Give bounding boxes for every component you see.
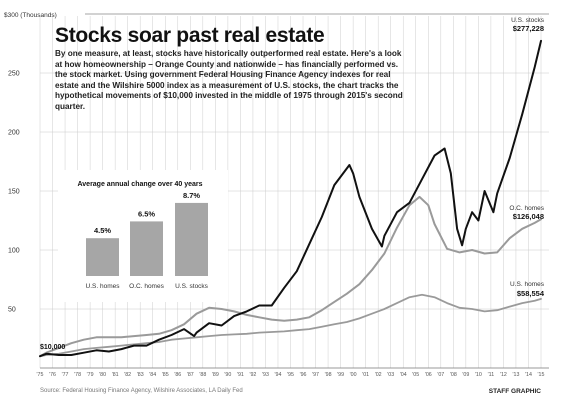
x-tick-label: '01 xyxy=(362,372,369,378)
x-tick-label: '79 xyxy=(87,372,94,378)
x-tick-label: '00 xyxy=(350,372,357,378)
x-tick-label: '96 xyxy=(300,372,307,378)
inset-panel: Average annual change over 40 years 4.5%… xyxy=(58,170,228,302)
inset-bar xyxy=(130,221,163,276)
series-layer xyxy=(39,39,542,358)
series-name-u-s-stocks: U.S. stocks xyxy=(511,17,545,24)
x-tick-label: '84 xyxy=(149,372,156,378)
series-name-u-s-homes: U.S. homes xyxy=(510,281,545,288)
inset-bars: 4.5% U.S. homes 6.5% O.C. homes 8.7% U.S. sto… xyxy=(86,191,209,290)
x-tick-label: '93 xyxy=(262,372,269,378)
x-tick-label: '81 xyxy=(112,372,119,378)
inset-bar-value-label: 4.5% xyxy=(94,226,111,235)
x-tick-label: '87 xyxy=(187,372,194,378)
x-tick-label: '90 xyxy=(224,372,231,378)
y-tick-label: 50 xyxy=(8,307,16,314)
x-tick-label: '07 xyxy=(437,372,444,378)
source-credit: Source: Federal Housing Finance Agency, … xyxy=(40,388,243,394)
x-tick-label: '77 xyxy=(62,372,69,378)
inset-category-label: U.S. stocks xyxy=(175,283,209,290)
x-tick-label: '88 xyxy=(199,372,206,378)
x-tick-label: '76 xyxy=(49,372,56,378)
x-tick-label: '08 xyxy=(450,372,457,378)
x-tick-label: '94 xyxy=(275,372,282,378)
series-name-o-c-homes: O.C. homes xyxy=(509,205,544,212)
x-tick-label: '92 xyxy=(249,372,256,378)
x-tick-label: '83 xyxy=(137,372,144,378)
x-tick-label: '15 xyxy=(538,372,545,378)
inset-category-label: O.C. homes xyxy=(129,283,164,290)
y-tick-label: 100 xyxy=(8,248,20,255)
x-tick-label: '04 xyxy=(400,372,407,378)
x-tick-label: '85 xyxy=(162,372,169,378)
x-tick-label: '97 xyxy=(312,372,319,378)
y-axis-title: $300 (Thousands) xyxy=(4,12,57,19)
x-tick-label: '80 xyxy=(99,372,106,378)
start-value-label: $10,000 xyxy=(40,344,65,351)
inset-bar-value-label: 8.7% xyxy=(183,191,200,200)
x-tick-label: '05 xyxy=(412,372,419,378)
intro-paragraph: By one measure, at least, stocks have hi… xyxy=(55,49,403,111)
series-line-u-s-stocks xyxy=(39,39,542,358)
headline: Stocks soar past real estate xyxy=(55,24,325,47)
label-layer: $300 (Thousands) 50 100 150 200 250 '75 '76 '77 '… xyxy=(4,12,545,378)
x-tick-label: '12 xyxy=(500,372,507,378)
x-tick-label: '02 xyxy=(375,372,382,378)
inset-title: Average annual change over 40 years xyxy=(77,181,202,188)
x-tick-label: '95 xyxy=(287,372,294,378)
series-line-u-s-homes xyxy=(39,293,542,358)
x-tick-label: '99 xyxy=(337,372,344,378)
inset-bar-value-label: 6.5% xyxy=(138,209,155,218)
staff-credit: STAFF GRAPHIC xyxy=(488,388,541,395)
x-tick-label: '78 xyxy=(74,372,81,378)
inset-bar xyxy=(175,202,208,276)
x-tick-label: '75 xyxy=(37,372,44,378)
series-end-value-o-c-homes: $126,048 xyxy=(513,212,544,221)
x-tick-label: '10 xyxy=(475,372,482,378)
x-tick-label: '98 xyxy=(325,372,332,378)
x-tick-label: '89 xyxy=(212,372,219,378)
y-tick-label: 150 xyxy=(8,189,20,196)
x-tick-label: '91 xyxy=(237,372,244,378)
series-end-value-u-s-stocks: $277,228 xyxy=(513,24,544,33)
series-line-o-c-homes xyxy=(39,195,542,358)
inset-category-label: U.S. homes xyxy=(86,283,121,290)
inset-bar xyxy=(86,238,119,276)
x-tick-label: '82 xyxy=(124,372,131,378)
x-tick-label: '13 xyxy=(512,372,519,378)
x-tick-label: '11 xyxy=(488,372,495,378)
y-tick-label: 200 xyxy=(8,130,20,137)
x-tick-label: '86 xyxy=(174,372,181,378)
x-tick-label: '06 xyxy=(425,372,432,378)
x-tick-label: '09 xyxy=(462,372,469,378)
y-tick-label: 250 xyxy=(8,71,20,78)
x-tick-label: '14 xyxy=(525,372,532,378)
x-tick-label: '03 xyxy=(387,372,394,378)
series-end-value-u-s-homes: $58,554 xyxy=(517,289,545,298)
